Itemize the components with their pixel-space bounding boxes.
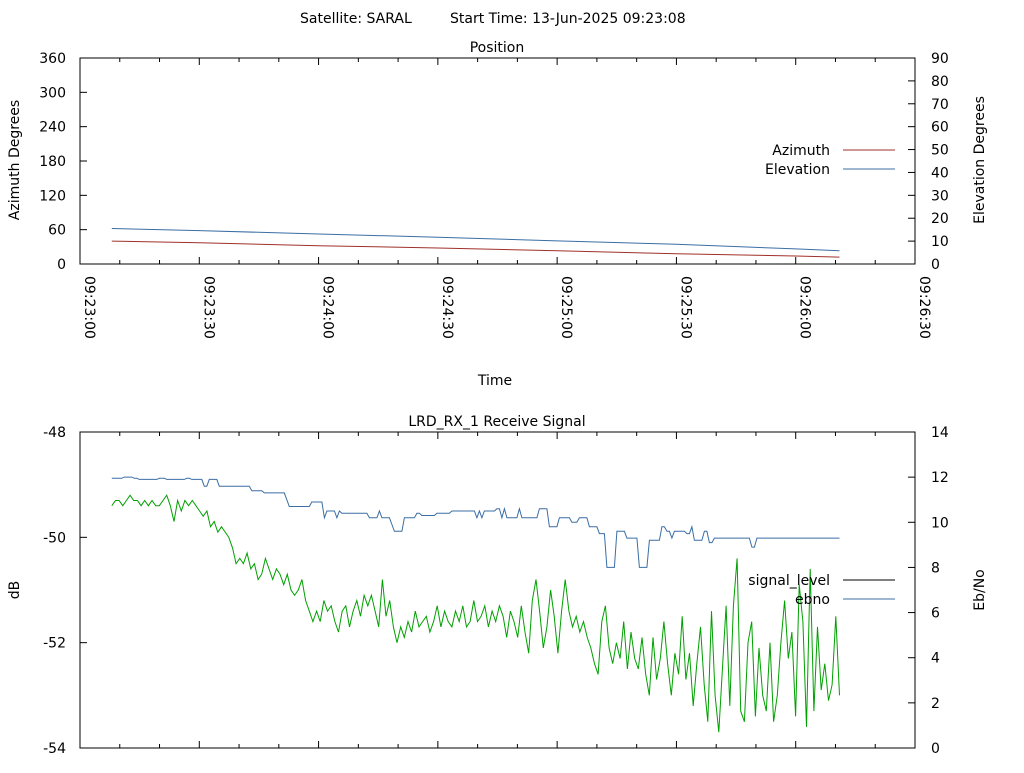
- position-ytick-label: 180: [39, 154, 66, 170]
- signal-y2label: Eb/No: [972, 569, 988, 611]
- signal-ytick-label: -50: [43, 530, 66, 546]
- signal-ylabel: dB: [7, 581, 23, 600]
- signal-y2tick-label: 10: [931, 515, 949, 531]
- position-y2tick-label: 10: [931, 234, 949, 250]
- position-xtick-label: 09:26:00: [797, 276, 813, 339]
- signal-ytick-label: -52: [43, 636, 66, 652]
- position-frame: [79, 57, 916, 265]
- position-plot: 0 60 120 180 240 300 360 0 10 20 30 40 50 60 70 80 90 09:…: [39, 51, 949, 339]
- position-ytick-label: 120: [39, 188, 66, 204]
- position-xtick-label: 09:25:00: [558, 276, 574, 339]
- position-legend-label: Elevation: [765, 162, 830, 178]
- position-xtick-label: 09:23:30: [200, 276, 216, 339]
- signal-y2tick-label: 4: [931, 651, 940, 667]
- position-ytick-label: 60: [48, 223, 66, 239]
- position-title: Position: [470, 40, 525, 56]
- signal-y2tick-label: 8: [931, 560, 940, 576]
- position-y2label: Elevation Degrees: [972, 96, 988, 224]
- position-ytick-label: 240: [39, 120, 66, 136]
- position-y2tick-label: 20: [931, 211, 949, 227]
- position-xlabel: Time: [477, 373, 512, 389]
- header-start-time: Start Time: 13-Jun-2025 09:23:08: [450, 11, 686, 27]
- position-series-elevation: [111, 228, 840, 252]
- position-ytick-label: 360: [39, 51, 66, 67]
- position-xtick-label: 09:26:30: [916, 276, 932, 339]
- position-y2tick-label: 80: [931, 74, 949, 90]
- position-xtick-label: 09:23:00: [81, 276, 97, 339]
- signal-y2tick-label: 12: [931, 470, 949, 486]
- position-ylabel: Azimuth Degrees: [7, 100, 23, 220]
- signal-y2tick-label: 2: [931, 696, 940, 712]
- position-xtick-label: 09:24:00: [320, 276, 336, 339]
- signal-y2tick-label: 0: [931, 741, 940, 757]
- position-y2tick-label: 0: [931, 257, 940, 273]
- position-legend-label: Azimuth: [772, 143, 830, 159]
- position-xtick-label: 09:24:30: [439, 276, 455, 339]
- signal-series-signal-level: [111, 494, 840, 733]
- signal-y2tick-label: 6: [931, 606, 940, 622]
- signal-title: LRD_RX_1 Receive Signal: [408, 414, 585, 430]
- signal-frame: [79, 431, 916, 749]
- position-ytick-label: 0: [57, 257, 66, 273]
- signal-y2tick-label: 14: [931, 425, 949, 441]
- position-y2tick-label: 90: [931, 51, 949, 67]
- position-y2tick-label: 60: [931, 120, 949, 136]
- position-y2tick-label: 30: [931, 188, 949, 204]
- position-series-azimuth: [111, 240, 840, 258]
- header-satellite: Satellite: SARAL: [300, 11, 412, 27]
- signal-series-ebno: [111, 476, 840, 568]
- signal-legend-label: signal_level: [748, 573, 830, 589]
- signal-ytick-label: -54: [43, 741, 66, 757]
- signal-ytick-label: -48: [43, 425, 66, 441]
- position-y2tick-label: 70: [931, 97, 949, 113]
- signal-legend-label: ebno: [795, 592, 830, 608]
- position-xtick-label: 09:25:30: [677, 276, 693, 339]
- position-ytick-label: 300: [39, 85, 66, 101]
- position-y2tick-label: 50: [931, 143, 949, 159]
- position-y2tick-label: 40: [931, 165, 949, 181]
